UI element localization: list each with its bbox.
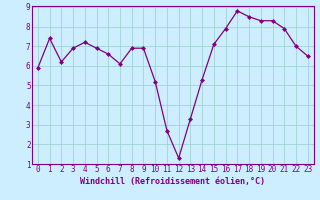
X-axis label: Windchill (Refroidissement éolien,°C): Windchill (Refroidissement éolien,°C) <box>80 177 265 186</box>
